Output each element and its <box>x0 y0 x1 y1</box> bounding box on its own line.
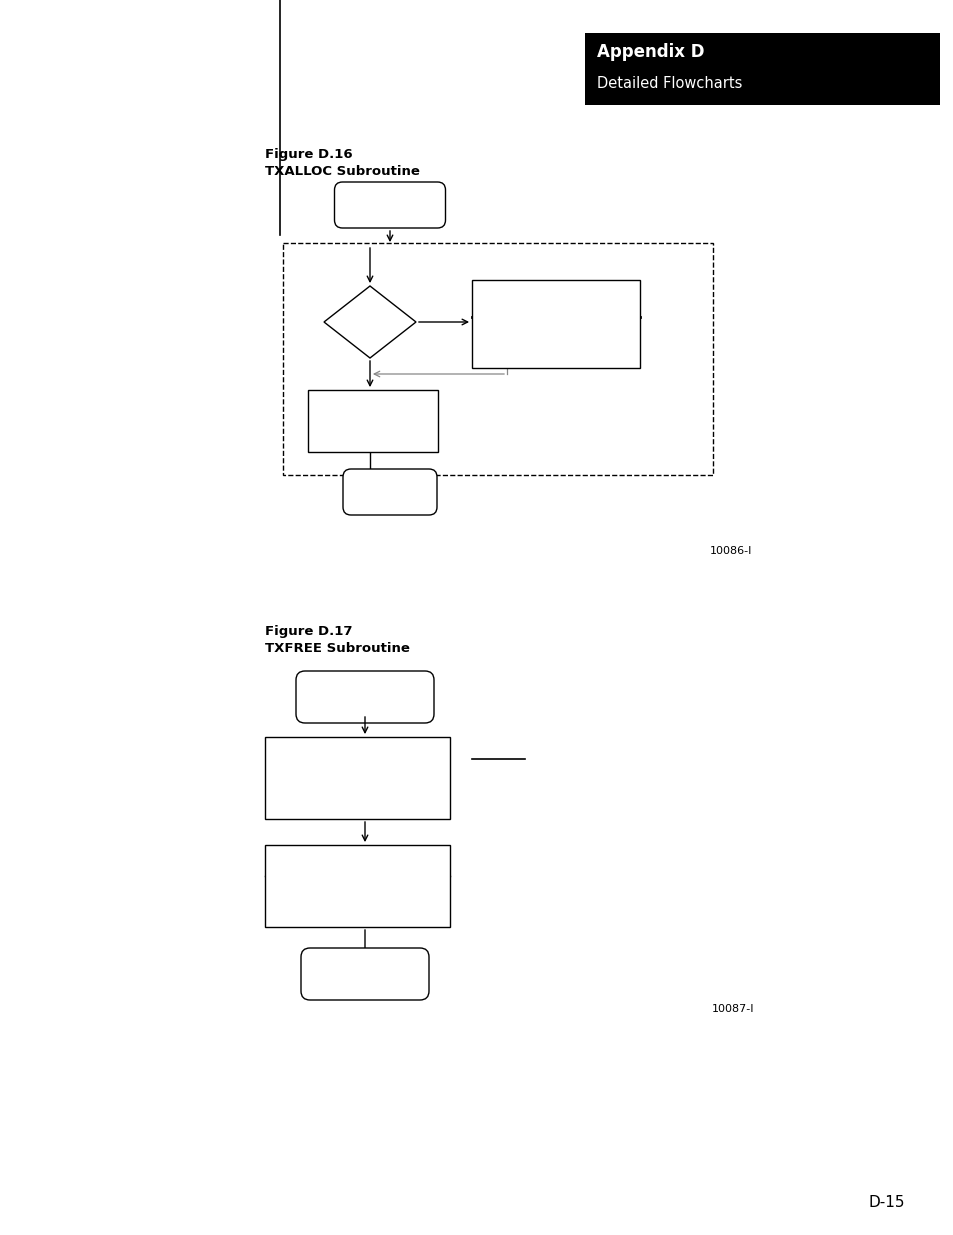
Polygon shape <box>324 287 416 358</box>
Text: TXFREE Subroutine: TXFREE Subroutine <box>265 642 410 655</box>
FancyBboxPatch shape <box>343 469 436 515</box>
Text: Appendix D: Appendix D <box>597 43 703 61</box>
FancyBboxPatch shape <box>335 182 445 228</box>
Text: D-15: D-15 <box>867 1195 904 1210</box>
Bar <box>584 33 939 105</box>
Bar <box>472 280 639 368</box>
Bar <box>308 390 437 452</box>
Bar <box>283 243 712 475</box>
FancyBboxPatch shape <box>295 671 434 722</box>
Text: 10087-I: 10087-I <box>711 1004 754 1014</box>
Bar <box>265 737 450 819</box>
Text: Detailed Flowcharts: Detailed Flowcharts <box>597 77 741 91</box>
Text: 10086-I: 10086-I <box>709 546 752 556</box>
Text: Figure D.16: Figure D.16 <box>265 148 353 161</box>
Text: Figure D.17: Figure D.17 <box>265 625 352 638</box>
Bar <box>265 845 450 927</box>
FancyBboxPatch shape <box>301 948 429 1000</box>
Text: TXALLOC Subroutine: TXALLOC Subroutine <box>265 165 419 178</box>
